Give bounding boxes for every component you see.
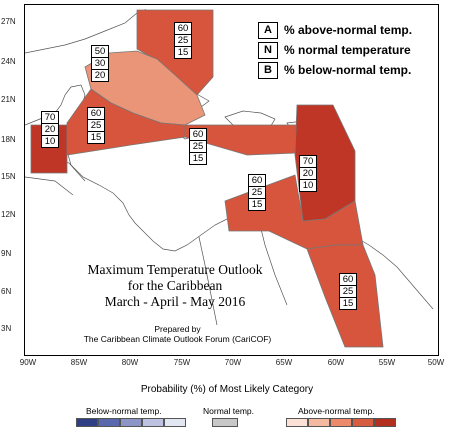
legend-title: Probability (%) of Most Likely Category [140, 384, 314, 395]
prob-normal: 25 [175, 35, 191, 47]
key-letter-n: N [258, 41, 278, 59]
lon-label-50w: 50W [427, 358, 445, 367]
prob-box-puerto-rico-hispaniola: 60 25 15 [189, 128, 207, 165]
legend-normal-label: Normal temp. [203, 406, 255, 416]
category-key: A % above-normal temp. N % normal temper… [258, 20, 412, 80]
legend-swatch-normal [212, 418, 238, 427]
prob-below: 15 [177, 47, 189, 58]
prob-above: 60 [175, 23, 191, 35]
legend-swatch-below-5 [164, 418, 186, 427]
lon-label-65w: 65W [275, 358, 293, 367]
prob-box-bahamas: 60 25 15 [174, 22, 192, 59]
gulf-coast [25, 12, 138, 54]
prob-below: 15 [342, 298, 354, 309]
prob-normal: 25 [88, 120, 104, 132]
prob-above: 60 [88, 108, 104, 120]
lon-label-60w: 60W [327, 358, 345, 367]
key-text-normal: % normal temperature [284, 43, 411, 57]
prob-above: 60 [249, 175, 265, 187]
key-row-above: A % above-normal temp. [258, 20, 412, 40]
prob-box-leeward-islands: 70 20 10 [299, 155, 317, 192]
lat-label-18n: 18N [1, 135, 16, 144]
prob-above: 60 [190, 129, 206, 141]
key-text-above: % above-normal temp. [284, 23, 413, 37]
prob-above: 70 [300, 156, 316, 168]
legend-swatch-above-3 [330, 418, 352, 427]
prob-box-guianas: 60 25 15 [339, 273, 357, 310]
lat-label-15n: 15N [1, 172, 16, 181]
lon-label-55w: 55W [378, 358, 396, 367]
prob-box-southern-caribbean: 60 25 15 [248, 174, 266, 211]
prob-normal: 20 [42, 124, 58, 136]
prepared-by-line-2: The Caribbean Climate Outlook Forum (Car… [83, 334, 272, 344]
key-row-normal: N % normal temperature [258, 40, 412, 60]
key-letter-b: B [258, 61, 278, 79]
lat-label-24n: 24N [1, 57, 16, 66]
prob-normal: 25 [340, 286, 356, 298]
key-letter-a: A [258, 21, 278, 39]
prob-normal: 30 [92, 58, 108, 70]
prob-box-belize: 70 20 10 [41, 111, 59, 148]
prob-above: 70 [42, 112, 58, 124]
prob-normal: 20 [300, 168, 316, 180]
prepared-by: Prepared by The Caribbean Climate Outloo… [50, 324, 305, 344]
lat-label-6n: 6N [1, 287, 12, 296]
prob-box-caribbean-west: 60 25 15 [87, 107, 105, 144]
lon-label-90w: 90W [19, 358, 37, 367]
lat-label-27n: 27N [1, 17, 16, 26]
lat-label-9n: 9N [1, 249, 12, 258]
prob-below: 15 [192, 153, 204, 164]
lon-label-80w: 80W [121, 358, 139, 367]
prob-above: 60 [340, 274, 356, 286]
key-text-below: % below-normal temp. [284, 63, 412, 77]
lon-label-70w: 70W [224, 358, 242, 367]
prob-above: 50 [92, 46, 108, 58]
prob-box-cuba: 50 30 20 [91, 45, 109, 82]
outlook-title: Maximum Temperature Outlook for the Cari… [60, 262, 290, 310]
key-row-below: B % below-normal temp. [258, 60, 412, 80]
lat-label-21n: 21N [1, 95, 16, 104]
title-line-3: March - April - May 2016 [104, 294, 246, 309]
legend-swatch-above-4 [352, 418, 374, 427]
legend-below-label: Below-normal temp. [86, 406, 162, 416]
prob-below: 20 [94, 70, 106, 81]
legend-above-label: Above-normal temp. [298, 406, 375, 416]
legend-swatch-below-1 [76, 418, 98, 427]
legend-swatch-below-3 [120, 418, 142, 427]
lat-label-3n: 3N [1, 324, 12, 333]
legend-swatch-below-2 [98, 418, 120, 427]
prob-normal: 25 [249, 187, 265, 199]
prob-normal: 25 [190, 141, 206, 153]
legend-swatch-above-1 [286, 418, 308, 427]
legend-swatch-above-2 [308, 418, 330, 427]
lon-label-75w: 75W [173, 358, 191, 367]
title-line-2: for the Caribbean [127, 278, 223, 293]
prob-below: 15 [251, 199, 263, 210]
prepared-by-line-1: Prepared by [154, 324, 201, 334]
map-frame [24, 4, 439, 356]
title-line-1: Maximum Temperature Outlook [87, 262, 263, 277]
prob-below: 10 [44, 136, 56, 147]
lon-label-85w: 85W [70, 358, 88, 367]
prob-below: 10 [302, 180, 314, 191]
lat-label-12n: 12N [1, 210, 16, 219]
legend-swatch-below-4 [142, 418, 164, 427]
legend-swatch-above-5 [374, 418, 396, 427]
prob-below: 15 [90, 132, 102, 143]
